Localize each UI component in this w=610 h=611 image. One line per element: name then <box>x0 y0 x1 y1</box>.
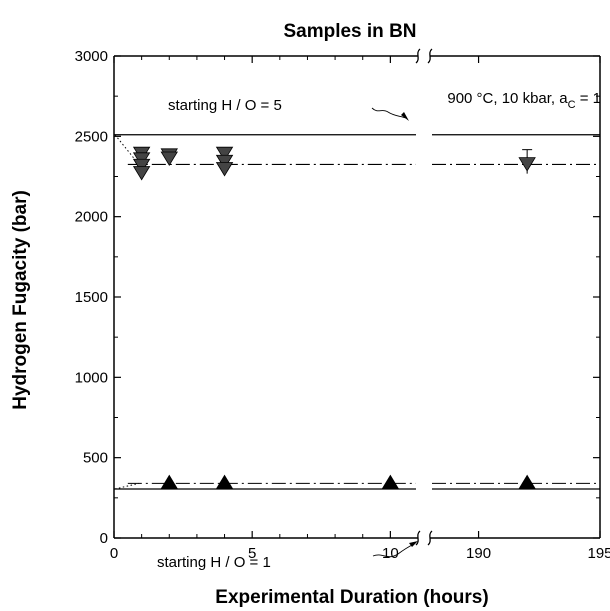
axis-break-mark <box>427 48 433 64</box>
y-tick-label: 2000 <box>75 209 108 226</box>
y-tick-label: 3000 <box>75 48 108 65</box>
y-tick-label: 0 <box>100 530 108 547</box>
data-point-triangle-down <box>215 162 234 177</box>
reference-lines <box>114 134 600 490</box>
data-point-triangle-up <box>160 474 178 489</box>
leader-arrowhead-ho5 <box>401 112 409 121</box>
data-point-triangle-down <box>132 158 151 174</box>
y-ticks: 0 500 1000 1500 2000 2500 3000 <box>75 48 600 547</box>
plot-frame <box>113 55 601 539</box>
y-tick-label: 1000 <box>75 369 108 386</box>
x-tick-label: 195 <box>587 545 610 562</box>
condition-annotation: 900 °C, 10 kbar, aC = 1 <box>447 90 601 111</box>
data-point-triangle-down <box>132 166 151 181</box>
axis-break-mark <box>427 530 433 546</box>
data-point-triangle-up <box>215 474 234 489</box>
axis-break-mark <box>415 48 421 64</box>
data-point-triangle-down <box>215 154 234 170</box>
leader-arrow-ho5 <box>371 107 407 119</box>
x-tick-label: 5 <box>248 545 256 562</box>
x-axis-label: Experimental Duration (hours) <box>215 587 488 608</box>
y-tick-label: 2500 <box>75 128 108 145</box>
reference-line-label-ho5: starting H / O = 5 <box>168 97 282 114</box>
data-point-triangle-down <box>215 146 234 162</box>
initial-trend-dotted <box>114 482 139 490</box>
data-point-triangle-down <box>160 151 178 166</box>
data-point-triangle-down <box>518 157 536 172</box>
y-tick-label: 1500 <box>75 289 108 306</box>
x-tick-label: 190 <box>466 545 491 562</box>
x-tick-label: 0 <box>110 545 118 562</box>
y-axis-label: Hydrogen Fugacity (bar) <box>10 190 31 410</box>
axis-break-mark <box>415 530 421 546</box>
leader-arrow-ho1 <box>372 543 415 558</box>
leader-arrowhead-ho1 <box>409 541 418 547</box>
x-ticks: 0 5 10 190 195 <box>110 56 610 562</box>
data-point-triangle-up <box>518 474 536 489</box>
data-point-triangle-up <box>381 474 400 489</box>
data-points <box>132 146 536 489</box>
y-tick-label: 500 <box>83 450 108 467</box>
x-tick-label: 10 <box>382 545 399 562</box>
reference-line-label-ho1: starting H / O = 1 <box>157 554 271 571</box>
chart-title: Samples in BN <box>283 21 416 42</box>
axis-break <box>415 48 433 546</box>
